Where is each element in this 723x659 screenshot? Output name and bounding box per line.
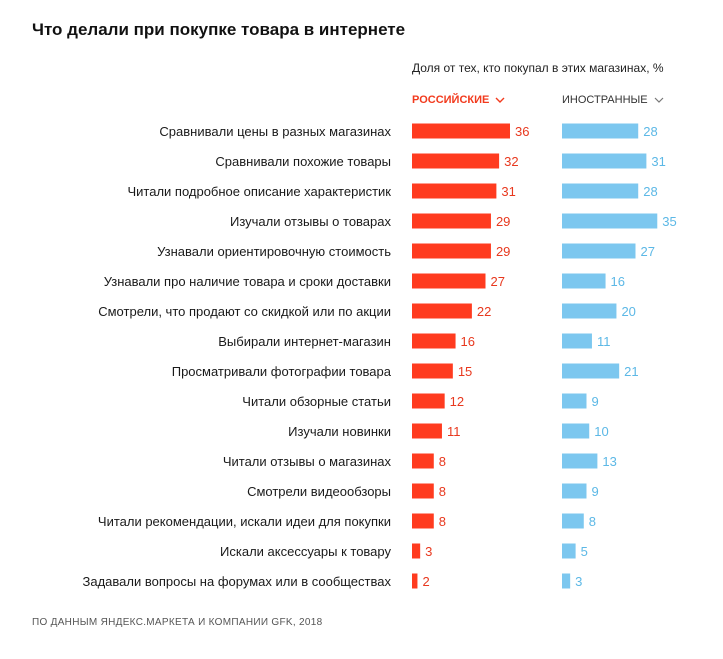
source-note: ПО ДАННЫМ ЯНДЕКС.МАРКЕТА И КОМПАНИИ GFK,… (32, 617, 323, 628)
value-label-foreign: 11 (597, 334, 611, 349)
category-label: Узнавали ориентировочную стоимость (157, 244, 391, 259)
bar-foreign (562, 213, 658, 229)
bar-russian (412, 123, 510, 139)
value-label-foreign: 31 (651, 154, 665, 169)
value-label-russian: 3 (425, 544, 432, 559)
value-label-russian: 15 (458, 364, 472, 379)
category-label: Выбирали интернет-магазин (218, 334, 391, 349)
value-label-foreign: 9 (592, 394, 599, 409)
category-label: Просматривали фотографии товара (172, 364, 392, 379)
bar-russian (412, 453, 434, 469)
category-label: Изучали отзывы о товарах (230, 214, 392, 229)
value-label-russian: 11 (447, 424, 461, 439)
bar-russian (412, 573, 418, 589)
bar-russian (412, 153, 500, 169)
bar-foreign (562, 363, 620, 379)
tab-russian-stores[interactable]: РОССИЙСКИЕ (412, 94, 505, 106)
tab-russian-label: РОССИЙСКИЕ (412, 94, 490, 106)
tab-foreign-stores[interactable]: ИНОСТРАННЫЕ (562, 94, 664, 106)
bar-foreign (562, 423, 590, 439)
value-label-foreign: 20 (621, 304, 635, 319)
value-label-russian: 27 (491, 274, 505, 289)
value-label-russian: 2 (422, 574, 429, 589)
bar-foreign (562, 543, 576, 559)
value-label-russian: 29 (496, 244, 510, 259)
bar-foreign (562, 303, 617, 319)
category-label: Читали рекомендации, искали идеи для пок… (98, 514, 391, 529)
category-label: Сравнивали похожие товары (215, 154, 391, 169)
bar-foreign (562, 393, 587, 409)
value-label-foreign: 10 (594, 424, 608, 439)
value-label-russian: 31 (501, 184, 515, 199)
bar-russian (412, 243, 491, 259)
chevron-down-icon (495, 97, 505, 103)
bar-russian (412, 303, 472, 319)
value-label-russian: 8 (439, 514, 446, 529)
bar-foreign (562, 123, 639, 139)
value-label-foreign: 9 (592, 484, 599, 499)
category-label: Сравнивали цены в разных магазинах (159, 124, 391, 139)
bar-russian (412, 333, 456, 349)
bar-foreign (562, 483, 587, 499)
value-label-russian: 32 (504, 154, 518, 169)
value-label-foreign: 16 (611, 274, 625, 289)
bar-foreign (562, 273, 606, 289)
bar-russian (412, 363, 453, 379)
value-label-russian: 8 (439, 484, 446, 499)
value-label-foreign: 5 (581, 544, 588, 559)
bar-foreign (562, 153, 647, 169)
value-label-foreign: 35 (662, 214, 676, 229)
category-label: Задавали вопросы на форумах или в сообще… (83, 574, 392, 589)
category-label: Читали обзорные статьи (242, 394, 391, 409)
bar-russian (412, 183, 497, 199)
bar-foreign (562, 183, 639, 199)
bar-foreign (562, 333, 592, 349)
category-label: Смотрели, что продают со скидкой или по … (98, 304, 391, 319)
value-label-russian: 36 (515, 124, 529, 139)
category-label: Читали подробное описание характеристик (127, 184, 391, 199)
chart-subtitle: Доля от тех, кто покупал в этих магазина… (412, 61, 664, 75)
bar-foreign (562, 513, 584, 529)
value-label-foreign: 28 (643, 184, 657, 199)
value-label-russian: 16 (461, 334, 475, 349)
category-label: Узнавали про наличие товара и сроки дост… (104, 274, 391, 289)
value-label-russian: 12 (450, 394, 464, 409)
bar-russian (412, 273, 486, 289)
tab-foreign-label: ИНОСТРАННЫЕ (562, 94, 648, 106)
bar-foreign (562, 243, 636, 259)
value-label-foreign: 27 (641, 244, 655, 259)
bar-foreign (562, 453, 598, 469)
category-label: Искали аксессуары к товару (220, 544, 391, 559)
bar-foreign (562, 573, 571, 589)
chevron-down-icon (654, 97, 664, 103)
category-label: Читали отзывы о магазинах (223, 454, 392, 469)
value-label-russian: 8 (439, 454, 446, 469)
bar-russian (412, 393, 445, 409)
value-label-russian: 29 (496, 214, 510, 229)
value-label-foreign: 3 (575, 574, 582, 589)
bar-russian (412, 513, 434, 529)
value-label-foreign: 8 (589, 514, 596, 529)
value-label-foreign: 21 (624, 364, 638, 379)
bar-russian (412, 213, 491, 229)
bar-russian (412, 543, 421, 559)
bar-russian (412, 483, 434, 499)
value-label-foreign: 28 (643, 124, 657, 139)
chart-title: Что делали при покупке товара в интернет… (32, 20, 406, 39)
category-label: Изучали новинки (288, 424, 391, 439)
bar-russian (412, 423, 442, 439)
category-label: Смотрели видеообзоры (247, 484, 391, 499)
value-label-russian: 22 (477, 304, 491, 319)
value-label-foreign: 13 (602, 454, 616, 469)
